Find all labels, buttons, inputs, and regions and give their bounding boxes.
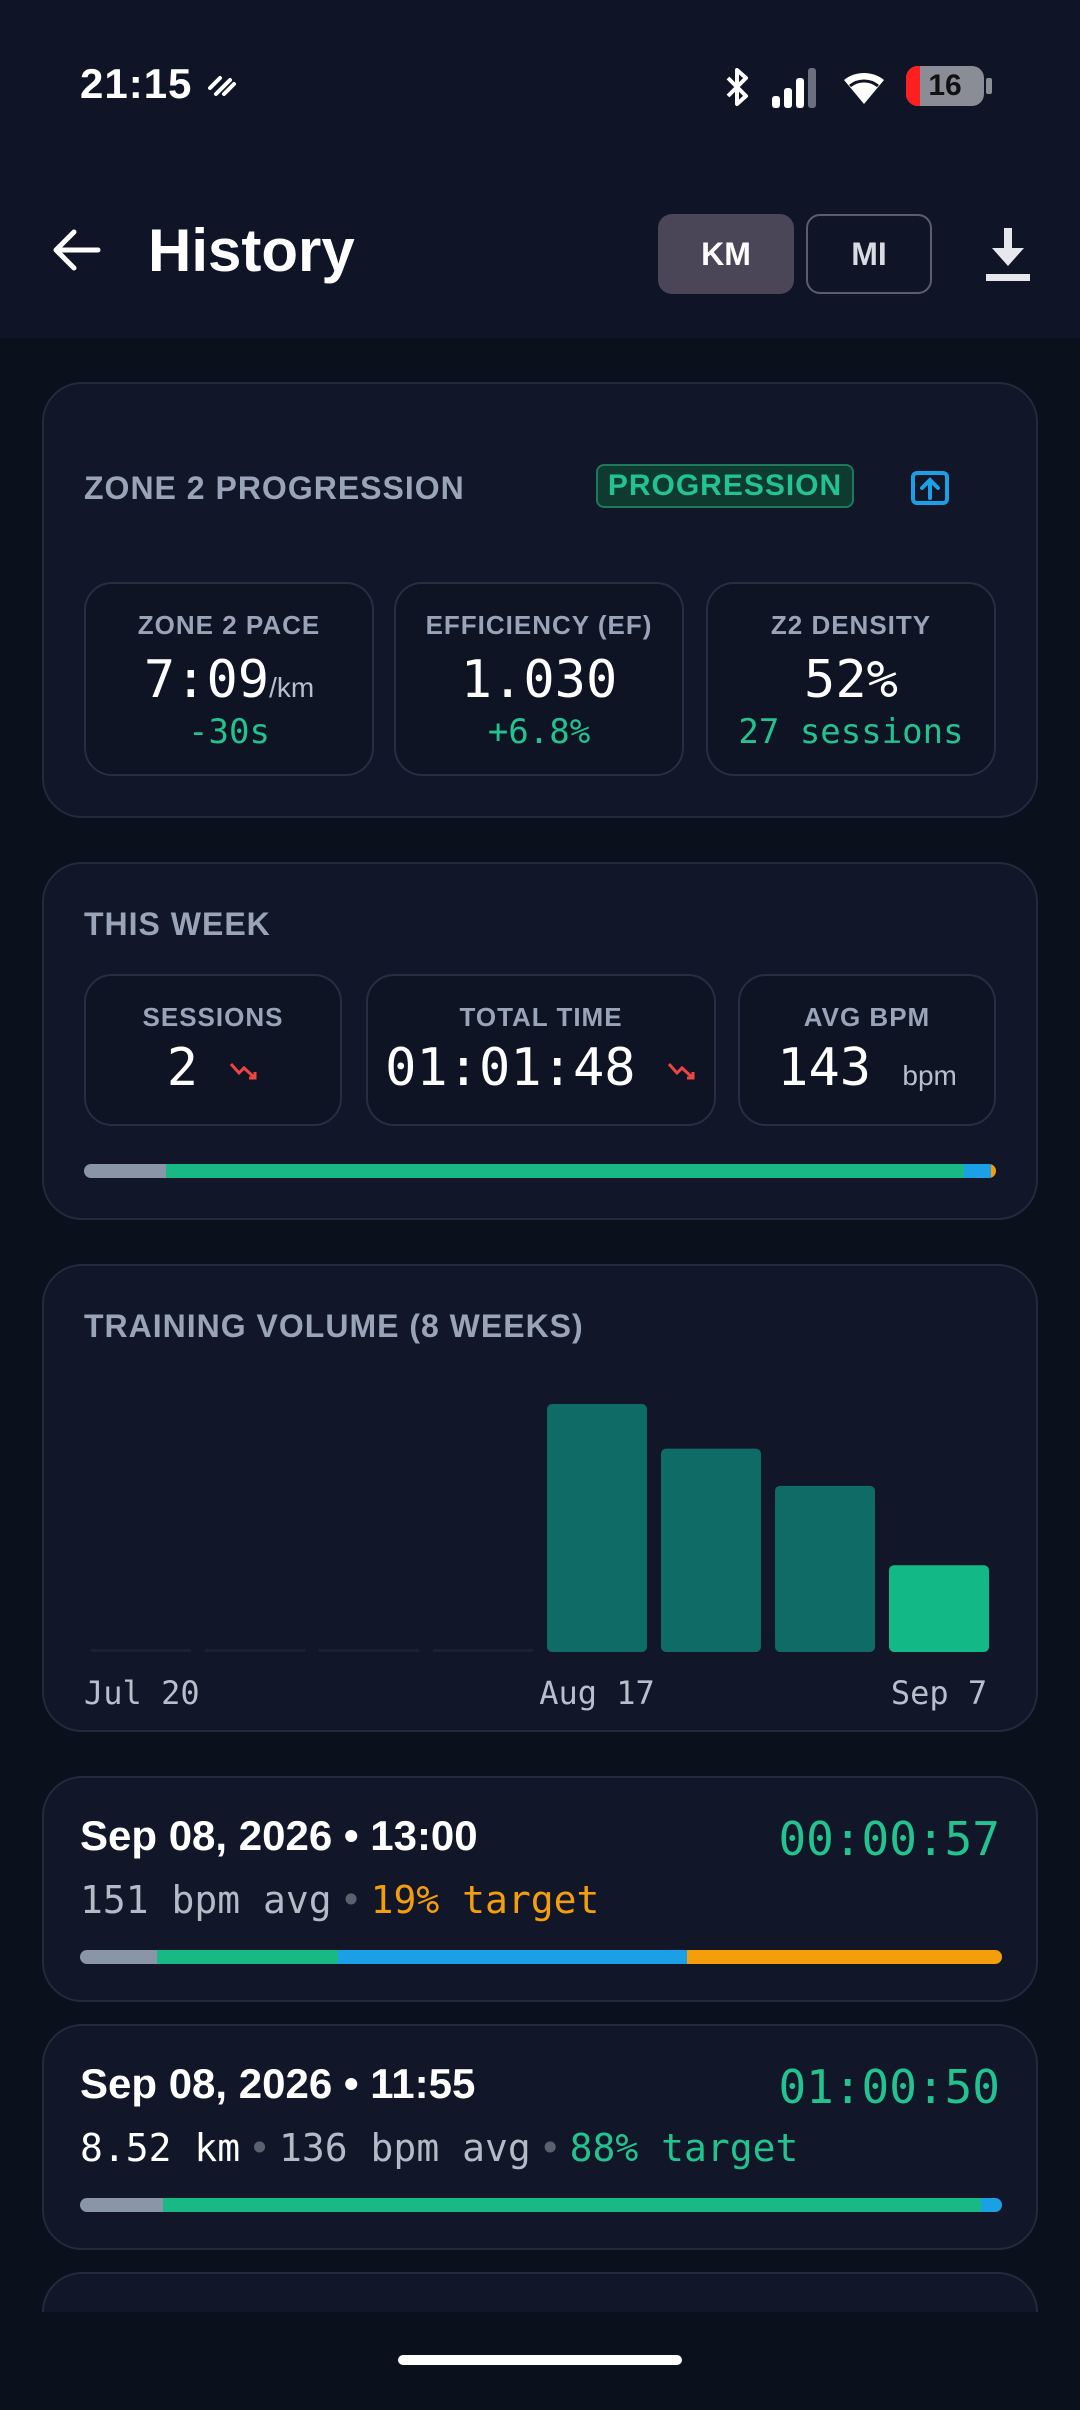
zone2-title: ZONE 2 PROGRESSION xyxy=(84,470,465,506)
zone-segment xyxy=(166,1164,965,1178)
session-card[interactable]: Sep 08, 2026 • 11:55 01:00:50 8.52 km • 13… xyxy=(42,2024,1038,2250)
stat-value: 7:09/km xyxy=(86,650,372,710)
session-summary: 8.52 km • 136 bpm avg • 88% target xyxy=(80,2126,798,2170)
session-bpm: 151 bpm avg xyxy=(80,1878,332,1922)
separator-dot: • xyxy=(248,2126,272,2170)
efficiency-delta: +6.8% xyxy=(487,712,591,752)
session-target: 88% target xyxy=(569,2126,799,2170)
training-volume-chart xyxy=(91,1404,989,1652)
session-distance: 8.52 km xyxy=(80,2126,241,2170)
back-arrow-icon[interactable] xyxy=(48,222,104,278)
volume-bar xyxy=(889,1565,989,1652)
stat-label: EFFICIENCY (EF) xyxy=(425,610,653,640)
volume-bar xyxy=(547,1404,647,1652)
session-datetime: Sep 08, 2026 • 11:55 xyxy=(80,2060,476,2107)
status-time: 21:15 xyxy=(80,60,193,107)
week-title: THIS WEEK xyxy=(84,906,271,942)
session-bpm: 136 bpm avg xyxy=(279,2126,531,2170)
sync-icon xyxy=(208,76,236,96)
session-summary: 151 bpm avg • 19% target xyxy=(80,1878,599,1922)
week-zone-bar xyxy=(84,1164,996,1178)
pace-unit: /km xyxy=(269,672,315,703)
session-duration: 00:00:57 xyxy=(778,1812,1000,1866)
x-tick-label: Sep 7 xyxy=(890,1674,988,1712)
sessions-value: 2 xyxy=(166,1038,198,1098)
zone-segment xyxy=(80,2198,163,2212)
x-tick-label: Jul 20 xyxy=(84,1674,200,1712)
app-bar: History KM MI xyxy=(0,170,1080,338)
progression-badge: PROGRESSION xyxy=(596,464,854,508)
this-week-card: THIS WEEK SESSIONS 2 TOTAL TIME 01:01:48… xyxy=(42,862,1038,1220)
bluetooth-icon xyxy=(726,68,748,106)
separator-dot: • xyxy=(538,2126,562,2170)
battery-icon: 16 xyxy=(906,66,984,106)
avg-bpm-value: 143 xyxy=(777,1038,872,1098)
volume-bar-empty xyxy=(433,1649,533,1652)
stat-value: 01:01:48 xyxy=(368,1038,714,1098)
page-title: History xyxy=(148,217,355,284)
chart-title: TRAINING VOLUME (8 WEEKS) xyxy=(84,1308,584,1344)
zone-segment xyxy=(156,1950,339,1964)
zone-segment xyxy=(84,1164,167,1178)
status-bar: 21:15 16 xyxy=(0,0,1080,170)
zone-segment xyxy=(686,1950,1002,1964)
training-volume-card: TRAINING VOLUME (8 WEEKS) Jul 20 Aug 17 Se… xyxy=(42,1264,1038,1732)
density-value: 52% xyxy=(804,650,898,710)
zone2-progression-card: ZONE 2 PROGRESSION PROGRESSION ZONE 2 PA… xyxy=(42,382,1038,818)
download-icon[interactable] xyxy=(980,222,1036,286)
zone-segment xyxy=(980,2198,1002,2212)
battery-level: 16 xyxy=(928,69,962,102)
zone-segment xyxy=(991,1164,996,1178)
trend-down-icon xyxy=(667,1063,695,1080)
stat-label: AVG BPM xyxy=(803,1002,931,1032)
stat-value: 143 bpm xyxy=(740,1038,994,1098)
avg-bpm-stat: AVG BPM 143 bpm xyxy=(738,974,996,1126)
trend-down-icon xyxy=(230,1063,257,1080)
stat-label: TOTAL TIME xyxy=(459,1002,623,1032)
stat-label: ZONE 2 PACE xyxy=(137,610,321,640)
density-sessions: 27 sessions xyxy=(738,712,964,752)
signal-icon xyxy=(772,68,816,108)
stat-value: 2 xyxy=(86,1038,340,1098)
efficiency-stat: EFFICIENCY (EF) 1.030 +6.8% xyxy=(394,582,684,776)
zone-segment xyxy=(162,2198,981,2212)
z2-density-stat: Z2 DENSITY 52% 27 sessions xyxy=(706,582,996,776)
wifi-icon xyxy=(844,72,884,104)
home-indicator[interactable] xyxy=(398,2355,682,2365)
x-tick-label: Aug 17 xyxy=(539,1674,655,1712)
volume-bar-empty xyxy=(205,1649,305,1652)
total-time-stat: TOTAL TIME 01:01:48 xyxy=(366,974,716,1126)
stat-label: SESSIONS xyxy=(142,1002,284,1032)
zone2-pace-stat: ZONE 2 PACE 7:09/km -30s xyxy=(84,582,374,776)
zone-segment xyxy=(964,1164,992,1178)
stat-label: Z2 DENSITY xyxy=(770,610,932,640)
efficiency-value: 1.030 xyxy=(460,650,618,710)
zone2-pace-value: 7:09 xyxy=(143,650,270,710)
sessions-stat: SESSIONS 2 xyxy=(84,974,342,1126)
session-datetime: Sep 08, 2026 • 13:00 xyxy=(80,1812,478,1859)
bpm-unit: bpm xyxy=(902,1060,957,1091)
volume-bar-empty xyxy=(319,1649,419,1652)
separator-dot: • xyxy=(339,1878,363,1922)
zone-segment xyxy=(338,1950,687,1964)
unit-mi-toggle[interactable]: MI xyxy=(806,214,932,294)
session-card[interactable]: Sep 08, 2026 • 13:00 00:00:57 151 bpm av… xyxy=(42,1776,1038,2002)
total-time-value: 01:01:48 xyxy=(385,1038,636,1098)
session-target: 19% target xyxy=(370,1878,600,1922)
session-duration: 01:00:50 xyxy=(778,2060,1000,2114)
session-zone-bar xyxy=(80,2198,1002,2212)
share-icon[interactable] xyxy=(910,468,950,508)
pace-delta: -30s xyxy=(188,712,270,752)
volume-bar xyxy=(775,1485,875,1652)
session-zone-bar xyxy=(80,1950,1002,1964)
battery-tip xyxy=(986,78,992,94)
volume-bar xyxy=(661,1448,761,1652)
zone-segment xyxy=(80,1950,157,1964)
unit-km-toggle[interactable]: KM xyxy=(658,214,794,294)
volume-bar-empty xyxy=(91,1649,191,1652)
